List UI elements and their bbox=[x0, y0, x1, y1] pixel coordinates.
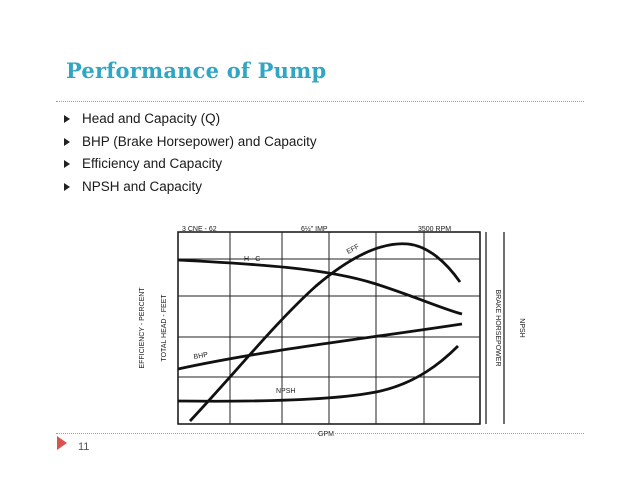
bullet-item: NPSH and Capacity bbox=[62, 176, 317, 199]
bullet-item: Efficiency and Capacity bbox=[62, 153, 317, 176]
bullet-arrow-icon bbox=[64, 160, 70, 168]
npsh-curve-label: NPSH bbox=[276, 388, 295, 395]
bullet-text: Head and Capacity (Q) bbox=[82, 111, 221, 126]
bullet-text: Efficiency and Capacity bbox=[82, 156, 223, 171]
bullet-arrow-icon bbox=[64, 137, 70, 146]
top-divider bbox=[56, 101, 584, 102]
eff-curve-label: EFF bbox=[346, 243, 361, 255]
pump-performance-chart: 3 CNE - 62 6½" IMP 3500 RPM H - C EFF BH… bbox=[139, 225, 525, 438]
bullet-item: Head and Capacity (Q) bbox=[62, 108, 317, 131]
page-number: 11 bbox=[78, 441, 90, 453]
footer-arrow-icon bbox=[57, 436, 67, 450]
y-axis-label-npsh: NPSH bbox=[518, 318, 525, 337]
bullet-text: NPSH and Capacity bbox=[82, 178, 203, 194]
bullet-arrow-icon bbox=[64, 115, 70, 123]
chart-header-model: 3 CNE - 62 bbox=[182, 226, 217, 233]
bullet-text: BHP (Brake Horsepower) and Capacity bbox=[82, 133, 317, 149]
npsh-curve bbox=[177, 345, 459, 403]
chart-header-rpm: 3500 RPM bbox=[418, 226, 451, 233]
chart-header-impeller: 6½" IMP bbox=[301, 225, 328, 233]
head-capacity-curve bbox=[177, 258, 463, 316]
x-axis-label: GPM bbox=[318, 431, 334, 438]
bullet-list: Head and Capacity (Q) BHP (Brake Horsepo… bbox=[62, 108, 317, 198]
bottom-divider bbox=[56, 433, 584, 434]
bullet-arrow-icon bbox=[64, 182, 70, 191]
bhp-curve-label: BHP bbox=[193, 352, 209, 361]
y-axis-label-bhp: BRAKE HORSEPOWER bbox=[494, 289, 501, 366]
bullet-item: BHP (Brake Horsepower) and Capacity bbox=[62, 131, 317, 154]
y-axis-label-head: TOTAL HEAD - FEET bbox=[161, 294, 168, 362]
hc-curve-label: H - C bbox=[244, 256, 260, 263]
bhp-curve bbox=[177, 322, 463, 371]
slide-title: Performance of Pump bbox=[66, 58, 327, 83]
efficiency-curve bbox=[188, 242, 462, 422]
y-axis-label-efficiency: EFFICIENCY - PERCENT bbox=[139, 287, 146, 369]
